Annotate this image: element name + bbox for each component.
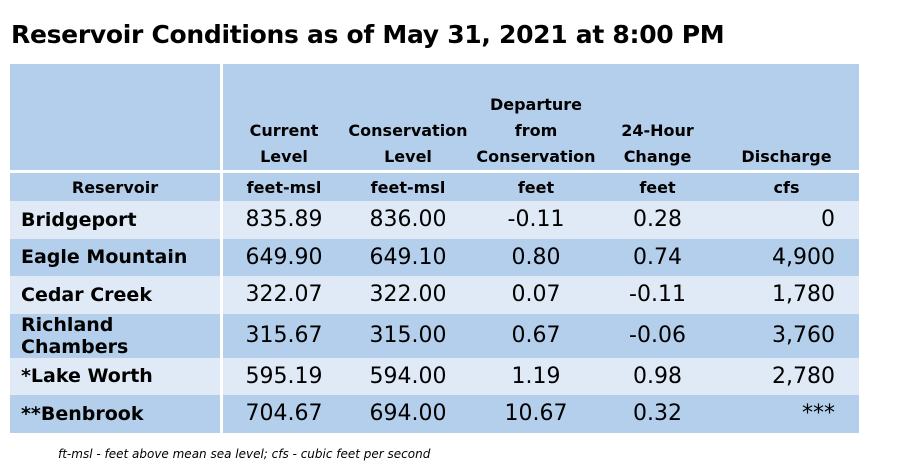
current-level-value: 315.67 <box>223 313 345 358</box>
header-line: Level <box>384 147 432 166</box>
current-level-value: 649.90 <box>223 238 345 276</box>
reservoir-name: *Lake Worth <box>10 357 223 395</box>
units-cell-departure: feet <box>471 173 601 201</box>
departure-value: 10.67 <box>471 395 601 433</box>
change-value: 0.32 <box>601 395 714 433</box>
departure-value: 0.80 <box>471 238 601 276</box>
table-row: Richland Chambers 315.67 315.00 0.67 -0.… <box>10 313 859 358</box>
reservoir-name: Bridgeport <box>10 201 223 239</box>
departure-value: 0.67 <box>471 313 601 358</box>
current-level-value: 595.19 <box>223 357 345 395</box>
header-line: Departure <box>489 95 583 114</box>
header-cell-discharge: Discharge <box>714 64 859 173</box>
current-level-value: 835.89 <box>223 201 345 239</box>
departure-value: 1.19 <box>471 357 601 395</box>
header-cell-departure: Departure from Conservation <box>471 64 601 173</box>
reservoir-name: Richland Chambers <box>10 313 223 358</box>
header-line: Current <box>249 121 319 140</box>
page-title: Reservoir Conditions as of May 31, 2021 … <box>11 20 725 49</box>
reservoir-table: Current Level Conservation Level Departu… <box>10 64 859 433</box>
units-cell-24-hour-change: feet <box>601 173 714 201</box>
conservation-level-value: 649.10 <box>345 238 471 276</box>
header-line: Discharge <box>741 147 832 166</box>
header-line: 24-Hour <box>621 121 694 140</box>
header-cell-conservation-level: Conservation Level <box>345 64 471 173</box>
reservoir-name: Eagle Mountain <box>10 238 223 276</box>
header-cell-24-hour-change: 24-Hour Change <box>601 64 714 173</box>
table-row: Cedar Creek 322.07 322.00 0.07 -0.11 1,7… <box>10 276 859 314</box>
discharge-value: 0 <box>714 201 859 239</box>
units-cell-current-level: feet-msl <box>223 173 345 201</box>
discharge-value: 4,900 <box>714 238 859 276</box>
reservoir-name: **Benbrook <box>10 395 223 433</box>
conservation-level-value: 836.00 <box>345 201 471 239</box>
units-cell-reservoir: Reservoir <box>10 173 223 201</box>
table-row: Eagle Mountain 649.90 649.10 0.80 0.74 4… <box>10 238 859 276</box>
units-cell-conservation-level: feet-msl <box>345 173 471 201</box>
conservation-level-value: 694.00 <box>345 395 471 433</box>
discharge-value: *** <box>714 395 859 433</box>
departure-value: 0.07 <box>471 276 601 314</box>
header-line: Conservation <box>348 121 468 140</box>
change-value: -0.06 <box>601 313 714 358</box>
conservation-level-value: 322.00 <box>345 276 471 314</box>
current-level-value: 704.67 <box>223 395 345 433</box>
header-line: from <box>514 121 558 140</box>
discharge-value: 2,780 <box>714 357 859 395</box>
current-level-value: 322.07 <box>223 276 345 314</box>
header-line: Change <box>623 147 692 166</box>
change-value: -0.11 <box>601 276 714 314</box>
header-cell-current-level: Current Level <box>223 64 345 173</box>
reservoir-name: Cedar Creek <box>10 276 223 314</box>
departure-value: -0.11 <box>471 201 601 239</box>
table-row: Bridgeport 835.89 836.00 -0.11 0.28 0 <box>10 201 859 239</box>
discharge-value: 1,780 <box>714 276 859 314</box>
header-line: Conservation <box>476 147 596 166</box>
header-line: Level <box>260 147 308 166</box>
conservation-level-value: 594.00 <box>345 357 471 395</box>
change-value: 0.28 <box>601 201 714 239</box>
conservation-level-value: 315.00 <box>345 313 471 358</box>
change-value: 0.98 <box>601 357 714 395</box>
header-cell-reservoir <box>10 64 223 173</box>
units-cell-discharge: cfs <box>714 173 859 201</box>
change-value: 0.74 <box>601 238 714 276</box>
header-row: Current Level Conservation Level Departu… <box>10 64 859 173</box>
units-row: Reservoir feet-msl feet-msl feet feet cf… <box>10 173 859 201</box>
table-row: **Benbrook 704.67 694.00 10.67 0.32 *** <box>10 395 859 433</box>
footnote: ft-msl - feet above mean sea level; cfs … <box>58 447 431 461</box>
discharge-value: 3,760 <box>714 313 859 358</box>
table-row: *Lake Worth 595.19 594.00 1.19 0.98 2,78… <box>10 357 859 395</box>
